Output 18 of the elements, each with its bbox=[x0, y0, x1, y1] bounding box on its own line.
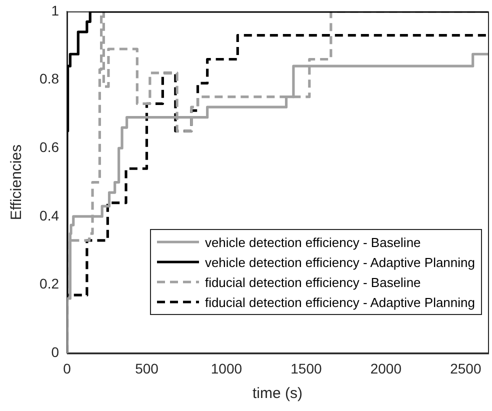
legend-label: fiducial detection efficiency - Adaptive Planning bbox=[204, 294, 475, 310]
y-tick-label: 1 bbox=[51, 2, 60, 18]
y-tick-label: 0 bbox=[51, 344, 60, 360]
y-tick-label: 0.8 bbox=[40, 70, 60, 87]
x-tick-label: 500 bbox=[135, 360, 159, 376]
y-tick-label: 0.6 bbox=[40, 138, 60, 155]
legend-label: vehicle detection efficiency - Adaptive Planning bbox=[204, 254, 475, 270]
y-tick-label: 0.4 bbox=[40, 207, 60, 224]
x-tick-label: 2500 bbox=[450, 360, 482, 376]
x-tick-label: 1000 bbox=[210, 360, 242, 376]
y-axis-title: Efficiencies bbox=[8, 144, 26, 220]
y-tick-label: 0.2 bbox=[40, 276, 60, 292]
legend-label: vehicle detection efficiency - Baseline bbox=[204, 234, 421, 250]
x-tick-label: 1500 bbox=[290, 360, 322, 376]
x-tick-label: 0 bbox=[63, 360, 72, 376]
x-axis-title: time (s) bbox=[252, 385, 302, 402]
legend-label: fiducial detection efficiency - Baseline bbox=[204, 274, 421, 290]
x-tick-label: 2000 bbox=[370, 360, 402, 376]
